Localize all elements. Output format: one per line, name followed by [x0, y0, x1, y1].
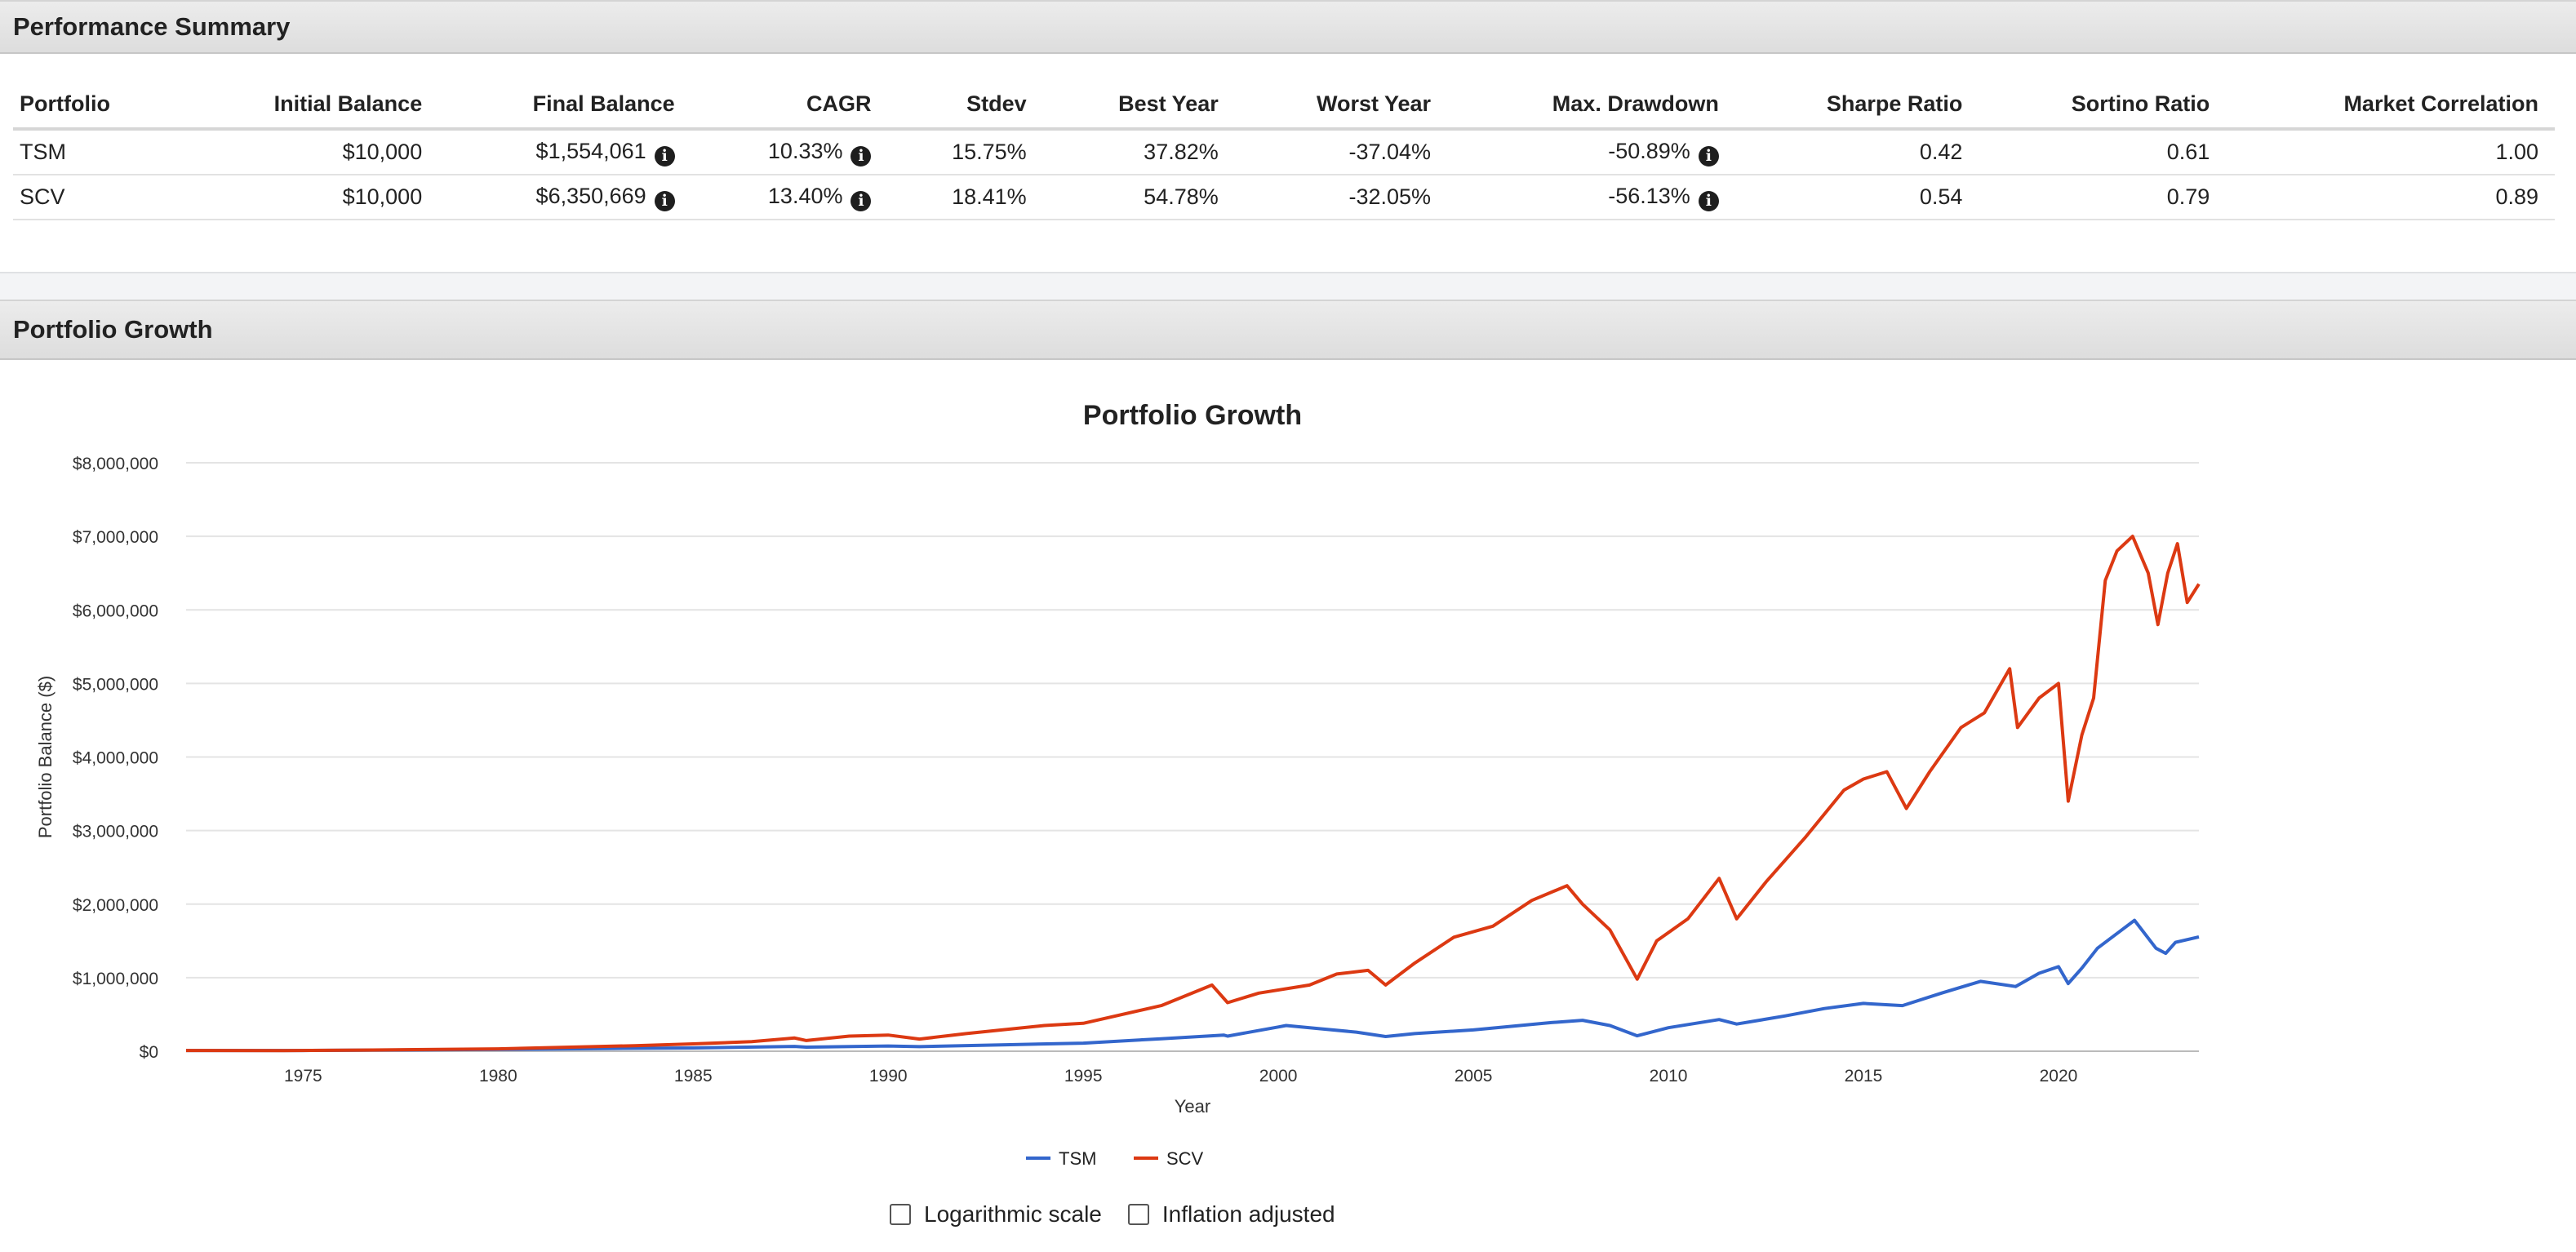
y-tick-label: $4,000,000 [73, 749, 158, 768]
y-axis-label: Portfolio Balance ($) [35, 676, 56, 838]
cell-sortino-ratio: 0.61 [1979, 129, 2227, 175]
cell-stdev: 18.41% [887, 175, 1043, 220]
info-circle-icon[interactable]: i [851, 190, 872, 211]
info-circle-icon[interactable]: i [851, 145, 872, 166]
col-stdev[interactable]: Stdev [887, 80, 1043, 131]
table-header-row: Portfolio Initial Balance Final Balance … [13, 80, 2555, 131]
legend-label-scv: SCV [1166, 1148, 1204, 1169]
info-circle-icon[interactable]: i [654, 190, 675, 211]
y-tick-label: $2,000,000 [73, 896, 158, 915]
cell-portfolio: SCV [13, 175, 177, 220]
y-tick-label: $6,000,000 [73, 602, 158, 620]
cell-stdev: 15.75% [887, 129, 1043, 175]
x-tick-label: 2010 [1650, 1067, 1688, 1086]
cell-market-correlation: 1.00 [2226, 129, 2555, 175]
chart-options: Logarithmic scale Inflation adjusted [890, 1201, 1361, 1228]
cell-best-year: 37.82% [1042, 129, 1235, 175]
x-tick-label: 1975 [284, 1067, 322, 1086]
cell-portfolio: TSM [13, 129, 177, 175]
log-scale-option[interactable]: Logarithmic scale [890, 1201, 1102, 1228]
col-sortino-ratio[interactable]: Sortino Ratio [1979, 80, 2227, 131]
x-tick-label: 2000 [1259, 1067, 1298, 1086]
cell-initial-balance: $10,000 [176, 175, 439, 220]
info-circle-icon[interactable]: i [654, 145, 675, 166]
cell-worst-year: -32.05% [1234, 175, 1448, 220]
cell-max-drawdown: -56.13% i [1447, 175, 1735, 220]
info-circle-icon[interactable]: i [1698, 145, 1719, 166]
legend-label-tsm: TSM [1059, 1148, 1096, 1169]
performance-summary-table: Portfolio Initial Balance Final Balance … [13, 80, 2555, 220]
col-worst-year[interactable]: Worst Year [1234, 80, 1448, 131]
cell-sortino-ratio: 0.79 [1979, 175, 2227, 220]
y-tick-label: $3,000,000 [73, 823, 158, 841]
series-line-tsm [186, 918, 2200, 1053]
y-tick-label: $5,000,000 [73, 675, 158, 694]
col-final-balance[interactable]: Final Balance [438, 80, 691, 131]
col-sharpe-ratio[interactable]: Sharpe Ratio [1734, 80, 1979, 131]
cell-max-drawdown-value: -50.89% [1608, 138, 1690, 163]
cell-final-balance-value: $6,350,669 [535, 183, 646, 208]
x-tick-label: 1985 [674, 1067, 713, 1086]
x-axis-label: Year [1175, 1096, 1210, 1117]
chart-title: Portfolio Growth [1083, 400, 1302, 431]
portfolio-growth-title: Portfolio Growth [13, 315, 213, 344]
col-max-drawdown[interactable]: Max. Drawdown [1447, 80, 1735, 131]
performance-summary-title: Performance Summary [13, 12, 291, 41]
inflation-adjusted-label: Inflation adjusted [1161, 1201, 1335, 1227]
cell-sharpe-ratio: 0.54 [1734, 175, 1979, 220]
y-tick-label: $1,000,000 [73, 970, 158, 988]
cell-worst-year: -37.04% [1234, 129, 1448, 175]
cell-final-balance: $6,350,669 i [438, 175, 691, 220]
col-initial-balance[interactable]: Initial Balance [176, 80, 439, 131]
y-tick-label: $7,000,000 [73, 528, 158, 547]
cell-sharpe-ratio: 0.42 [1734, 129, 1979, 175]
x-tick-label: 2005 [1455, 1067, 1493, 1086]
cell-cagr: 10.33% i [691, 129, 888, 175]
x-tick-label: 1995 [1064, 1067, 1103, 1086]
cell-cagr-value: 10.33% [767, 138, 843, 163]
portfolio-growth-header: Portfolio Growth [0, 300, 2576, 360]
cell-cagr: 13.40% i [691, 175, 888, 220]
col-market-correlation[interactable]: Market Correlation [2226, 80, 2555, 131]
cell-max-drawdown: -50.89% i [1447, 129, 1735, 175]
col-best-year[interactable]: Best Year [1042, 80, 1235, 131]
table-row: TSM $10,000 $1,554,061 i 10.33% i 15.75% 3… [13, 129, 2555, 175]
y-tick-label: $8,000,000 [73, 455, 158, 473]
performance-summary-header: Performance Summary [0, 0, 2576, 54]
x-tick-label: 2015 [1845, 1067, 1883, 1086]
inflation-adjusted-checkbox[interactable] [1127, 1204, 1149, 1225]
cell-final-balance-value: $1,554,061 [535, 138, 646, 163]
log-scale-checkbox[interactable] [890, 1204, 911, 1225]
x-tick-label: 1990 [869, 1067, 908, 1086]
cell-cagr-value: 13.40% [767, 183, 843, 208]
cell-final-balance: $1,554,061 i [438, 129, 691, 175]
y-tick-label: $0 [140, 1043, 158, 1062]
x-tick-label: 1980 [479, 1067, 517, 1086]
cell-max-drawdown-value: -56.13% [1608, 183, 1690, 208]
col-portfolio[interactable]: Portfolio [13, 80, 177, 131]
x-tick-label: 2020 [2040, 1067, 2078, 1086]
cell-best-year: 54.78% [1042, 175, 1235, 220]
cell-market-correlation: 0.89 [2226, 175, 2555, 220]
section-divider [0, 272, 2576, 300]
col-cagr[interactable]: CAGR [691, 80, 888, 131]
portfolio-growth-chart: $0 $1,000,000 $2,000,000 $3,000,000 $4,000,0… [35, 400, 2201, 1169]
info-circle-icon[interactable]: i [1698, 190, 1719, 211]
table-row: SCV $10,000 $6,350,669 i 13.40% i 18.41% 5… [13, 175, 2555, 220]
inflation-adjusted-option[interactable]: Inflation adjusted [1127, 1201, 1335, 1228]
cell-initial-balance: $10,000 [176, 129, 439, 175]
log-scale-label: Logarithmic scale [924, 1201, 1102, 1227]
series-line-scv [185, 535, 2201, 1053]
